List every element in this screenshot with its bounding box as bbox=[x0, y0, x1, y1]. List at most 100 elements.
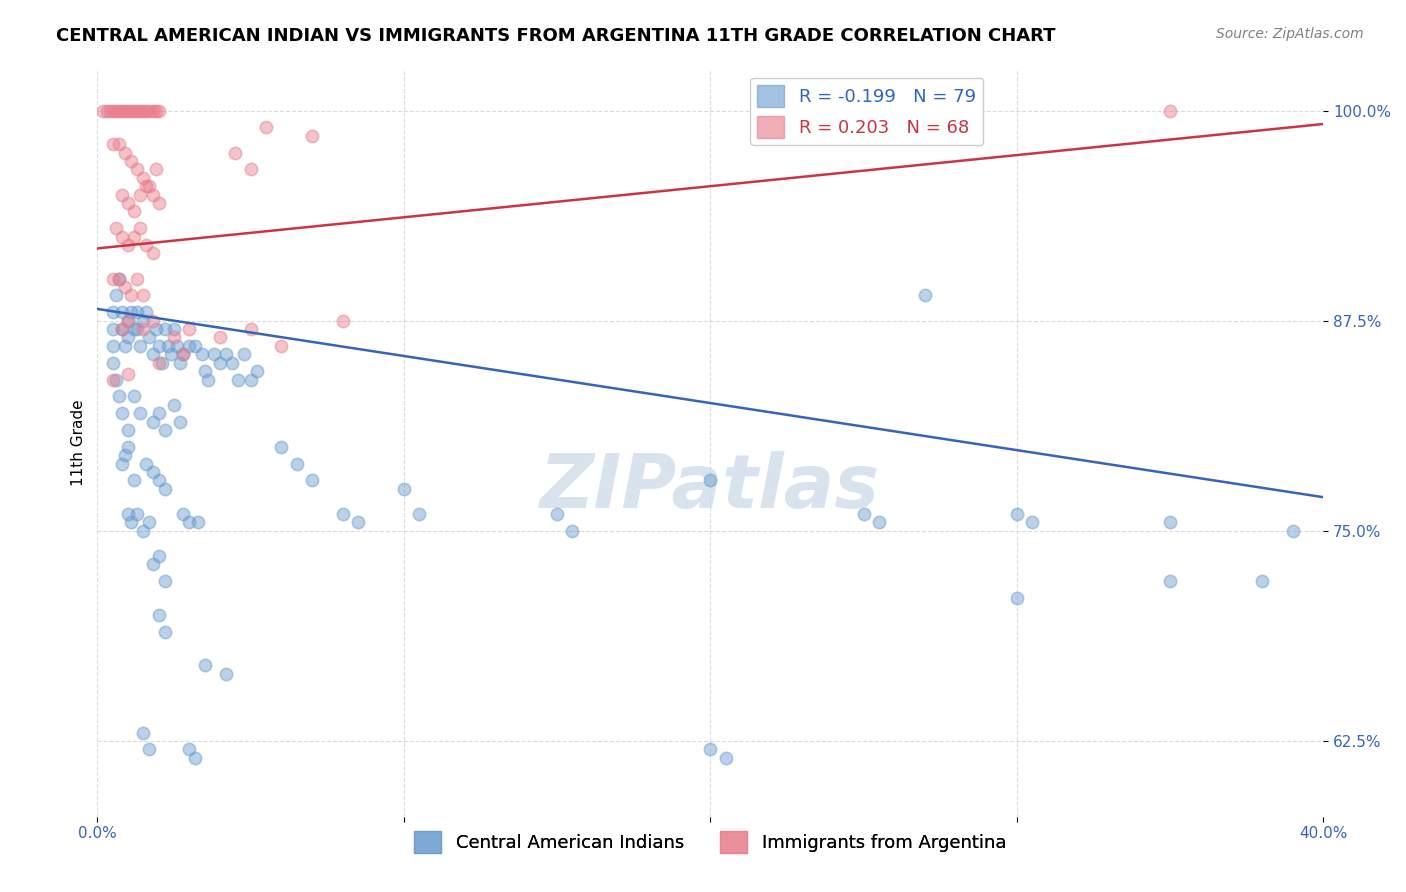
Point bbox=[699, 474, 721, 488]
Point bbox=[127, 507, 149, 521]
Point bbox=[101, 103, 124, 118]
Point bbox=[114, 145, 136, 160]
Point bbox=[239, 372, 262, 386]
Point bbox=[101, 322, 124, 336]
Point bbox=[107, 271, 129, 285]
Point bbox=[138, 179, 160, 194]
Point bbox=[104, 103, 127, 118]
Point bbox=[408, 507, 430, 521]
Point bbox=[111, 305, 134, 319]
Point bbox=[179, 322, 201, 336]
Point bbox=[1005, 507, 1028, 521]
Point bbox=[117, 314, 139, 328]
Point bbox=[215, 347, 238, 361]
Point bbox=[148, 406, 170, 420]
Point bbox=[148, 356, 170, 370]
Point bbox=[107, 137, 129, 152]
Point bbox=[141, 347, 163, 361]
Point bbox=[132, 103, 155, 118]
Point bbox=[172, 347, 194, 361]
Point bbox=[132, 725, 155, 739]
Point bbox=[114, 280, 136, 294]
Point bbox=[228, 372, 250, 386]
Point bbox=[111, 322, 134, 336]
Point bbox=[141, 103, 163, 118]
Point bbox=[120, 288, 142, 302]
Point bbox=[187, 516, 209, 530]
Point bbox=[111, 229, 134, 244]
Point bbox=[285, 457, 308, 471]
Point bbox=[107, 389, 129, 403]
Point bbox=[122, 103, 145, 118]
Point bbox=[141, 415, 163, 429]
Point bbox=[145, 162, 167, 177]
Point bbox=[179, 742, 201, 756]
Point bbox=[714, 751, 737, 765]
Point bbox=[122, 229, 145, 244]
Point bbox=[156, 339, 179, 353]
Point bbox=[1159, 103, 1181, 118]
Point bbox=[101, 271, 124, 285]
Point bbox=[148, 549, 170, 563]
Point bbox=[101, 305, 124, 319]
Point bbox=[190, 347, 212, 361]
Point bbox=[153, 423, 176, 437]
Point bbox=[129, 221, 152, 235]
Point bbox=[699, 742, 721, 756]
Point bbox=[117, 103, 139, 118]
Point bbox=[127, 305, 149, 319]
Point bbox=[561, 524, 583, 538]
Point bbox=[122, 389, 145, 403]
Point bbox=[332, 507, 354, 521]
Text: Source: ZipAtlas.com: Source: ZipAtlas.com bbox=[1216, 27, 1364, 41]
Point bbox=[117, 196, 139, 211]
Point bbox=[221, 356, 243, 370]
Point bbox=[129, 103, 152, 118]
Point bbox=[148, 196, 170, 211]
Point bbox=[270, 440, 292, 454]
Point bbox=[160, 347, 183, 361]
Point bbox=[224, 145, 246, 160]
Point bbox=[148, 339, 170, 353]
Point bbox=[1159, 516, 1181, 530]
Point bbox=[132, 288, 155, 302]
Point bbox=[1281, 524, 1303, 538]
Point bbox=[135, 179, 157, 194]
Text: ZIPatlas: ZIPatlas bbox=[540, 451, 880, 524]
Point bbox=[98, 103, 121, 118]
Point bbox=[153, 482, 176, 496]
Point bbox=[141, 246, 163, 260]
Point bbox=[101, 137, 124, 152]
Point bbox=[129, 339, 152, 353]
Point bbox=[194, 658, 217, 673]
Point bbox=[114, 448, 136, 462]
Text: CENTRAL AMERICAN INDIAN VS IMMIGRANTS FROM ARGENTINA 11TH GRADE CORRELATION CHAR: CENTRAL AMERICAN INDIAN VS IMMIGRANTS FR… bbox=[56, 27, 1056, 45]
Point bbox=[141, 465, 163, 479]
Point bbox=[93, 103, 115, 118]
Point bbox=[169, 415, 191, 429]
Point bbox=[233, 347, 256, 361]
Point bbox=[104, 288, 127, 302]
Point bbox=[101, 372, 124, 386]
Point bbox=[132, 314, 155, 328]
Point bbox=[141, 314, 163, 328]
Point bbox=[215, 666, 238, 681]
Legend: Central American Indians, Immigrants from Argentina: Central American Indians, Immigrants fro… bbox=[408, 823, 1014, 860]
Point bbox=[153, 574, 176, 589]
Point bbox=[301, 128, 323, 143]
Point bbox=[127, 322, 149, 336]
Point bbox=[868, 516, 890, 530]
Point bbox=[153, 322, 176, 336]
Point bbox=[163, 398, 186, 412]
Point bbox=[111, 322, 134, 336]
Point bbox=[184, 751, 207, 765]
Point bbox=[111, 457, 134, 471]
Point bbox=[1251, 574, 1274, 589]
Point bbox=[132, 322, 155, 336]
Point bbox=[120, 516, 142, 530]
Point bbox=[122, 204, 145, 219]
Point bbox=[117, 330, 139, 344]
Point bbox=[172, 507, 194, 521]
Point bbox=[392, 482, 415, 496]
Point bbox=[127, 162, 149, 177]
